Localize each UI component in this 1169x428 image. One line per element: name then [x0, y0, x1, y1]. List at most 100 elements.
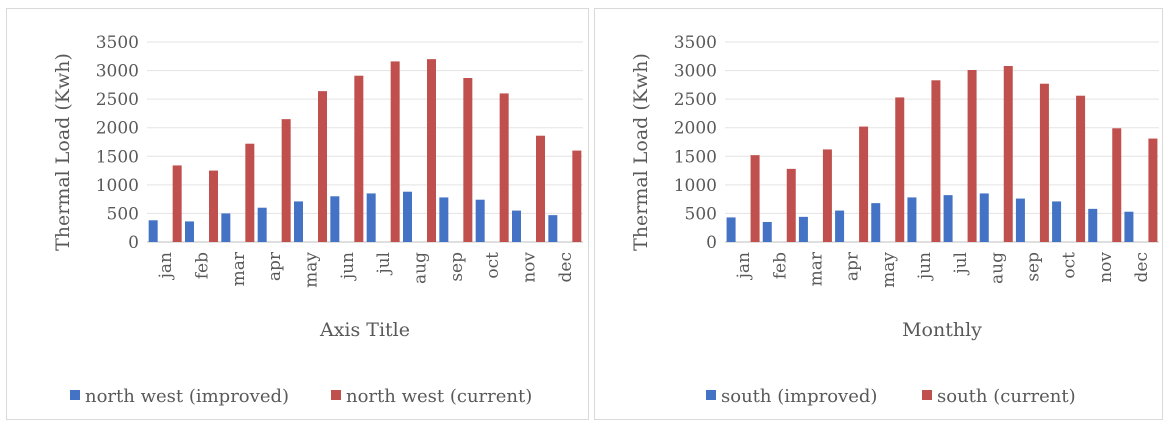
bar-current [1076, 95, 1086, 242]
x-tick-label: dec [1132, 252, 1152, 282]
y-tick-label: 500 [107, 204, 139, 224]
bar-improved [366, 193, 376, 242]
bar-improved [1124, 211, 1134, 242]
y-tick-label: 2000 [674, 119, 717, 139]
bar-improved [762, 222, 772, 242]
legend-label: south (improved) [721, 386, 877, 407]
x-tick-label: jan [156, 252, 176, 280]
bar-improved [726, 217, 736, 242]
legend-swatch [922, 390, 932, 400]
bar-improved [548, 215, 558, 242]
bar-current [750, 155, 760, 242]
legend-label: south (current) [937, 386, 1076, 407]
bar-improved [907, 197, 917, 242]
bar-improved [439, 197, 449, 242]
x-tick-label: mar [806, 251, 826, 286]
y-tick-label: 1500 [96, 147, 139, 167]
y-tick-label: 1500 [674, 147, 717, 167]
chart-south: 0 500 1000 1500 2000 2500 3000 3500 jan feb mar apr… [594, 8, 1163, 420]
chart-north-west-svg: 0 500 1000 1500 2000 2500 3000 3500 jan feb mar apr… [52, 33, 583, 407]
y-tick-label: 1000 [96, 176, 139, 196]
bar-current [245, 143, 255, 242]
y-tick-label: 0 [706, 233, 717, 253]
bar-current [1112, 128, 1122, 242]
y-tick-label: 2500 [674, 90, 717, 110]
x-axis-title: Monthly [902, 319, 982, 341]
bar-current [209, 170, 218, 242]
legend-label: north west (current) [346, 386, 532, 407]
bar-improved [294, 201, 303, 242]
bar-current [572, 150, 582, 242]
bar-improved [221, 213, 231, 242]
bar-current [931, 80, 941, 243]
x-tick-label: feb [770, 252, 790, 279]
x-tick-label: sep [1023, 252, 1043, 282]
bar-current [427, 59, 436, 243]
bar-improved [1015, 198, 1025, 242]
x-tick-label: aug [411, 252, 431, 284]
bar-current [354, 75, 364, 242]
bar-current [463, 78, 473, 242]
bar-improved [403, 191, 412, 242]
bar-current [390, 61, 400, 242]
x-axis-title: Axis Title [319, 319, 410, 341]
x-tick-label: jan [734, 252, 754, 280]
x-tick-label: oct [1060, 252, 1080, 279]
legend-label: north west (improved) [85, 386, 289, 407]
bar-improved [1088, 208, 1098, 242]
x-tick-label: nov [1096, 252, 1116, 283]
x-tick-label: mar [229, 251, 249, 286]
legend-swatch [70, 390, 80, 400]
x-tick-label: jun [915, 252, 935, 281]
x-tick-label: may [879, 252, 899, 288]
bar-improved [257, 207, 267, 242]
y-tick-label: 2000 [96, 119, 139, 139]
bar-improved [185, 221, 194, 242]
bar-current [281, 119, 291, 242]
y-axis-title: Thermal Load (Kwh) [52, 53, 74, 251]
bar-improved [512, 210, 521, 242]
x-tick-label: jul [951, 252, 971, 276]
y-tick-label: 3500 [96, 33, 139, 53]
x-tick-label: jul [374, 252, 394, 276]
chart-north-west: 0 500 1000 1500 2000 2500 3000 3500 jan feb mar apr… [6, 8, 589, 420]
bar-current [786, 168, 796, 242]
x-tick-label: aug [987, 252, 1007, 284]
bar-current [967, 70, 977, 242]
bar-improved [871, 203, 881, 242]
legend-swatch [706, 390, 716, 400]
x-tick-label: sep [447, 252, 467, 282]
bar-current [1148, 138, 1158, 242]
y-tick-label: 2500 [96, 90, 139, 110]
bar-current [318, 91, 327, 243]
y-tick-label: 3000 [674, 62, 717, 82]
x-tick-label: dec [556, 252, 576, 282]
bar-current [895, 97, 905, 242]
bar-improved [835, 210, 845, 242]
bar-improved [979, 193, 989, 242]
bar-current [859, 126, 869, 242]
bar-current [1003, 66, 1013, 242]
bar-current [499, 93, 509, 242]
bar-current [822, 149, 832, 242]
chart-south-svg: 0 500 1000 1500 2000 2500 3000 3500 jan feb mar apr… [630, 33, 1159, 407]
y-tick-label: 3500 [674, 33, 717, 53]
y-axis-title: Thermal Load (Kwh) [630, 53, 652, 251]
bar-improved [148, 220, 158, 242]
x-tick-label: apr [843, 251, 863, 281]
bar-improved [798, 216, 808, 242]
x-tick-label: jun [338, 252, 358, 281]
bar-improved [330, 196, 340, 242]
y-tick-label: 500 [685, 204, 717, 224]
bar-improved [943, 195, 953, 242]
x-tick-label: may [302, 252, 322, 288]
legend-swatch [331, 390, 341, 400]
bar-improved [475, 199, 485, 242]
bar-improved [1052, 201, 1062, 242]
bar-current [1039, 83, 1049, 242]
y-tick-label: 1000 [674, 176, 717, 196]
bar-current [172, 165, 182, 242]
x-tick-label: apr [265, 251, 285, 281]
x-tick-label: oct [483, 252, 503, 279]
y-tick-label: 3000 [96, 62, 139, 82]
